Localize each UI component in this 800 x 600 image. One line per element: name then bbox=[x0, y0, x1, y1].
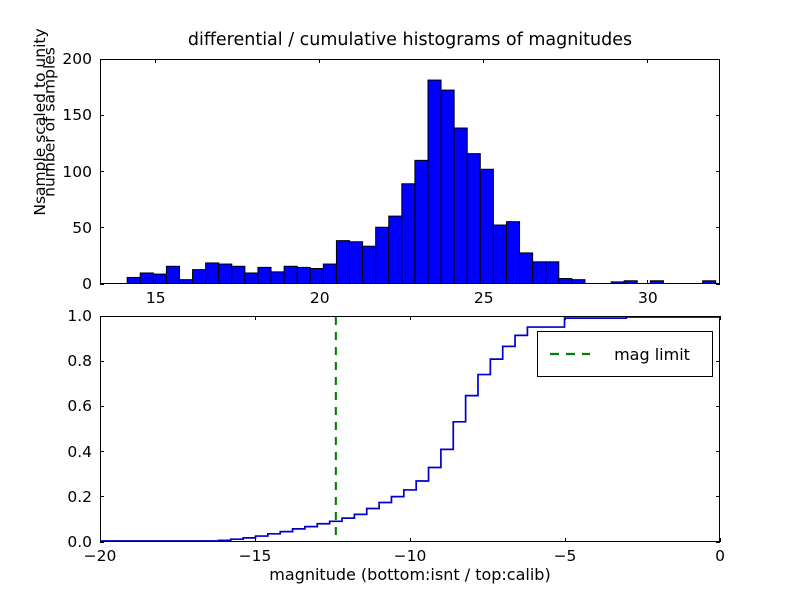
y-tickmark bbox=[100, 283, 104, 285]
bottom-xlabel: magnitude (bottom:isnt / top:calib) bbox=[269, 565, 551, 584]
y-tickmark bbox=[716, 541, 720, 543]
x-tickmark bbox=[155, 280, 157, 284]
y-tick-label: 0.6 bbox=[67, 397, 92, 416]
x-tickmark bbox=[155, 59, 157, 63]
x-tickmark bbox=[254, 316, 256, 320]
x-tickmark bbox=[254, 538, 256, 542]
cumulative-step-curve bbox=[101, 317, 719, 541]
x-tickmark bbox=[719, 538, 721, 542]
x-tick-label: 25 bbox=[473, 289, 494, 307]
x-tick-label: 15 bbox=[145, 289, 166, 307]
y-tickmark bbox=[100, 451, 104, 453]
y-tick-label: 0.0 bbox=[67, 533, 92, 551]
y-tick-label: 0 bbox=[82, 275, 92, 293]
y-tickmark bbox=[716, 315, 720, 317]
x-tick-label: 20 bbox=[309, 289, 330, 307]
y-tickmark bbox=[716, 227, 720, 229]
x-tickmark bbox=[99, 538, 101, 542]
y-tickmark bbox=[716, 405, 720, 407]
cumulative-axes: mag limit bbox=[100, 316, 720, 542]
y-tick-label: 100 bbox=[62, 162, 92, 181]
x-tickmark bbox=[647, 59, 649, 63]
y-tickmark bbox=[716, 171, 720, 172]
y-tickmark bbox=[100, 360, 104, 362]
x-tick-label: −15 bbox=[238, 547, 272, 565]
x-tick-label: −10 bbox=[393, 547, 427, 565]
y-tickmark bbox=[716, 496, 720, 498]
y-tickmark bbox=[100, 541, 104, 543]
histogram-plot-area bbox=[101, 60, 719, 283]
x-tickmark bbox=[564, 316, 566, 320]
x-tickmark bbox=[99, 316, 101, 320]
y-tick-label: 0.4 bbox=[67, 442, 92, 461]
x-tickmark bbox=[647, 280, 649, 284]
y-tickmark bbox=[716, 360, 720, 362]
y-tickmark bbox=[100, 496, 104, 498]
x-tickmark bbox=[319, 59, 321, 63]
x-tickmark bbox=[719, 316, 721, 320]
legend-label-mag-limit: mag limit bbox=[614, 344, 690, 364]
x-tickmark bbox=[409, 538, 411, 542]
y-tickmark bbox=[100, 58, 104, 60]
y-tickmark bbox=[100, 227, 104, 229]
y-tickmark bbox=[716, 114, 720, 116]
y-tickmark bbox=[100, 315, 104, 317]
chart-title: differential / cumulative histograms of … bbox=[187, 30, 633, 50]
y-tick-label: 150 bbox=[62, 106, 92, 125]
y-tickmark bbox=[716, 283, 720, 285]
y-tick-label: 0.2 bbox=[67, 487, 92, 506]
x-tickmark bbox=[483, 280, 485, 284]
mag-limit-line-icon bbox=[550, 352, 590, 356]
x-tick-label: 30 bbox=[637, 289, 658, 307]
x-tick-label: 0 bbox=[715, 547, 725, 565]
x-tickmark bbox=[319, 280, 321, 284]
bottom-ylabel: Nsample scaled to unity bbox=[31, 28, 49, 216]
histogram-bars bbox=[126, 79, 717, 283]
y-tick-label: 0.8 bbox=[67, 352, 92, 371]
y-tick-label: 200 bbox=[62, 50, 92, 68]
y-tick-label: 1.0 bbox=[67, 307, 92, 325]
legend-box[interactable]: mag limit bbox=[537, 331, 713, 377]
y-tickmark bbox=[716, 451, 720, 453]
x-tick-label: −20 bbox=[83, 547, 117, 565]
y-tickmark bbox=[100, 405, 104, 407]
x-tick-label: −5 bbox=[553, 547, 577, 565]
y-tickmark bbox=[100, 114, 104, 116]
cumulative-plot-area bbox=[101, 317, 719, 541]
x-tickmark bbox=[409, 316, 411, 320]
x-tickmark bbox=[483, 59, 485, 63]
x-tickmark bbox=[564, 538, 566, 542]
y-tick-label: 50 bbox=[72, 218, 92, 237]
y-tickmark bbox=[716, 58, 720, 60]
histogram-axes bbox=[100, 59, 720, 284]
y-tickmark bbox=[100, 171, 104, 172]
